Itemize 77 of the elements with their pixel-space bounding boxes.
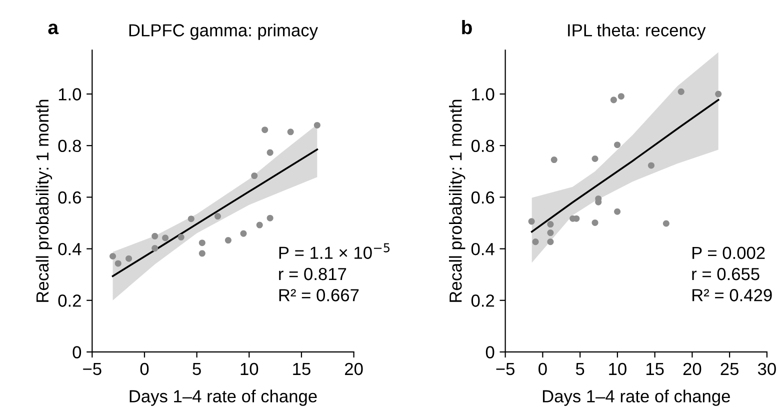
point [532, 238, 539, 246]
y-tick-label: 0.6 [58, 191, 81, 204]
point [287, 128, 294, 136]
x-tick-label: 5 [192, 363, 201, 376]
point [266, 214, 274, 222]
point [178, 234, 184, 240]
y-axis-title: Recall probability: 1 month [449, 100, 466, 302]
point [547, 221, 554, 228]
point [188, 216, 194, 222]
point [610, 96, 617, 104]
point [662, 220, 670, 227]
annotation: R² = 0.667 [279, 289, 359, 302]
point [152, 245, 158, 252]
point [550, 156, 558, 164]
x-tick-label: −5 [496, 363, 514, 376]
annotation: r = 0.817 [279, 268, 346, 280]
point [198, 240, 206, 246]
x-tick-label: 20 [683, 362, 702, 376]
point [266, 149, 274, 156]
x-tick-label: −5 [83, 363, 102, 376]
x-tick-label: 30 [758, 362, 776, 376]
y-tick-label: 0.8 [58, 140, 81, 152]
x-axis-title: Days 1–4 rate of change [130, 390, 317, 406]
point [592, 156, 598, 162]
y-tick-label: 0 [486, 346, 494, 358]
chart-title: DLPFC gamma: primacy [129, 24, 318, 40]
y-tick-label: 0.4 [471, 242, 494, 256]
annotation: R² = 0.429 [692, 289, 772, 302]
annotation: r = 0.655 [692, 268, 760, 280]
text: a [48, 24, 59, 34]
x-tick-label: 0 [538, 362, 547, 376]
y-tick-label: 0.2 [471, 294, 494, 307]
text: b [462, 20, 472, 34]
x-tick-label: 5 [576, 363, 584, 376]
x-tick-label: 0 [140, 362, 149, 376]
point [224, 237, 232, 244]
x-tick-label: 10 [609, 362, 626, 376]
annotation: P = 0.002 [692, 246, 765, 260]
point [256, 222, 263, 228]
y-tick-label: 0.2 [58, 294, 81, 307]
point [618, 93, 624, 100]
point [214, 213, 221, 220]
y-tick-label: 1.0 [58, 88, 82, 100]
point [678, 88, 684, 95]
x-axis-title: Days 1–4 rate of change [542, 390, 730, 406]
y-tick-label: 0.4 [58, 242, 82, 256]
y-tick-label: 1.0 [472, 88, 494, 100]
point [592, 219, 598, 226]
point [114, 260, 122, 267]
y-axis-title: Recall probability: 1 month [36, 100, 52, 302]
x-tick-label: 15 [293, 363, 310, 376]
point [251, 172, 258, 180]
y-tick-label: 0 [72, 346, 82, 358]
y-tick-label: 0.6 [471, 191, 494, 204]
point [162, 234, 169, 242]
point [198, 250, 206, 257]
point [648, 162, 654, 169]
point [528, 218, 535, 225]
x-tick-label: 25 [720, 362, 738, 376]
line-series [530, 99, 720, 233]
point [614, 142, 621, 148]
x-tick-label: 15 [646, 363, 664, 376]
point [547, 230, 554, 236]
point [547, 238, 554, 246]
point [314, 122, 320, 128]
x-tick-label: 10 [240, 362, 258, 376]
annotation: P = 1.1 × 10$^{−5}$ [279, 243, 390, 259]
point [126, 255, 132, 262]
point [110, 253, 116, 260]
point [715, 90, 722, 98]
y-tick-label: 0.8 [471, 140, 494, 152]
point [262, 126, 268, 134]
chart-title: IPL theta: recency [568, 24, 706, 40]
point [614, 208, 621, 215]
x-tick-label: 20 [345, 362, 363, 376]
point [152, 232, 158, 240]
point [240, 230, 247, 237]
